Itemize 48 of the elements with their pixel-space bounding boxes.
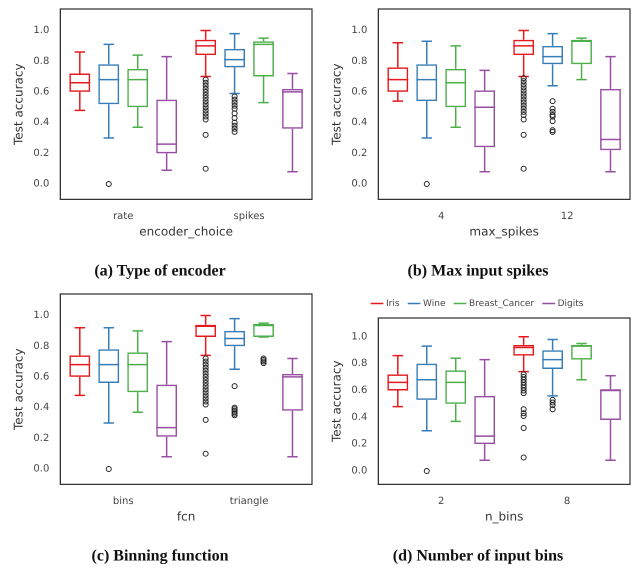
x-tick-label: bins — [112, 496, 134, 507]
y-tick-label: 0.6 — [351, 385, 368, 396]
y-tick-label: 1.0 — [33, 25, 50, 36]
y-tick-label: 1.0 — [33, 310, 50, 322]
y-tick-label: 0.6 — [33, 86, 50, 98]
y-axis-title: Test accuracy — [329, 360, 344, 443]
x-tick-label: 4 — [438, 210, 444, 222]
x-axis-title: fcn — [176, 510, 196, 524]
x-tick-label: 2 — [438, 496, 444, 507]
y-tick-label: 0.6 — [351, 86, 368, 98]
x-axis-title: encoder_choice — [139, 224, 234, 239]
text: (d) Number of input bins — [392, 548, 564, 565]
y-tick-label: 0.0 — [351, 466, 368, 477]
y-tick-label: 0.6 — [33, 372, 50, 383]
y-axis-title: Test accuracy — [11, 348, 26, 431]
y-tick-label: 0.4 — [351, 117, 368, 128]
y-axis-title: Test accuracy — [329, 63, 344, 146]
x-tick-label: 8 — [564, 496, 570, 507]
y-tick-label: 0.0 — [33, 178, 50, 190]
y-axis-title: Test accuracy — [11, 63, 26, 146]
y-tick-label: 0.8 — [33, 340, 50, 352]
x-tick-label: rate — [113, 210, 134, 222]
y-tick-label: 0.4 — [351, 412, 368, 423]
text: (c) Binning function — [92, 548, 229, 565]
y-tick-label: 0.0 — [33, 464, 50, 475]
text: (a) Type of encoder — [94, 262, 226, 280]
y-tick-label: 0.8 — [351, 56, 368, 67]
y-tick-label: 1.0 — [351, 25, 368, 36]
x-axis-title: max_spikes — [469, 224, 539, 239]
x-axis-title: n_bins — [484, 510, 524, 524]
y-tick-label: 0.8 — [351, 358, 368, 370]
x-tick-label: 12 — [560, 210, 574, 222]
legend-label: Digits — [558, 298, 584, 309]
y-tick-label: 1.0 — [351, 331, 368, 342]
legend-label: Breast_Cancer — [468, 298, 534, 309]
y-tick-label: 0.2 — [33, 432, 50, 444]
y-tick-label: 0.0 — [351, 178, 368, 190]
y-tick-label: 0.4 — [33, 402, 50, 414]
y-tick-label: 0.8 — [33, 56, 50, 67]
y-tick-label: 0.2 — [351, 438, 368, 450]
x-tick-label: spikes — [234, 210, 265, 222]
legend-label: Iris — [386, 298, 400, 309]
y-tick-label: 0.4 — [33, 117, 50, 128]
y-tick-label: 0.2 — [351, 148, 368, 159]
x-tick-label: triangle — [230, 496, 268, 507]
y-tick-label: 0.2 — [33, 148, 50, 159]
legend-label: Wine — [423, 298, 446, 309]
text: (b) Max input spikes — [408, 262, 548, 280]
